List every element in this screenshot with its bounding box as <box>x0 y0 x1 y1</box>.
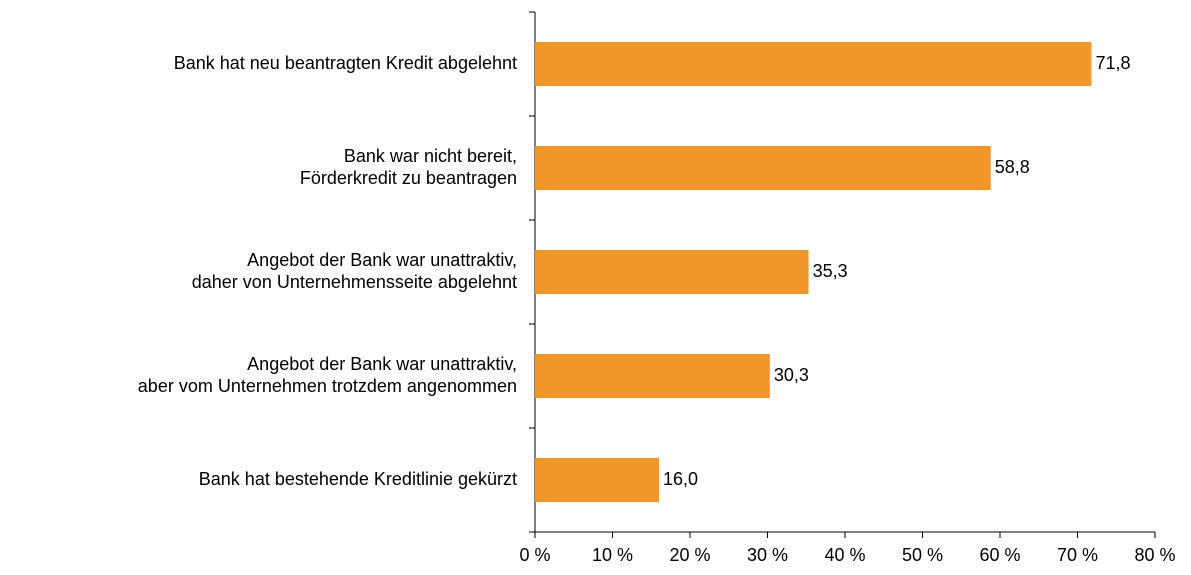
bar <box>535 146 991 190</box>
y-tick-label: Bank hat neu beantragten Kredit abgelehn… <box>174 53 517 73</box>
value-label: 58,8 <box>995 157 1030 177</box>
y-tick-label: Angebot der Bank war unattraktiv, <box>247 354 517 374</box>
x-tick-label: 30 % <box>747 545 788 565</box>
x-tick-label: 0 % <box>519 545 550 565</box>
x-tick-label: 20 % <box>669 545 710 565</box>
bar <box>535 354 770 398</box>
y-tick-label: Bank hat bestehende Kreditlinie gekürzt <box>199 469 517 489</box>
x-tick-label: 60 % <box>979 545 1020 565</box>
y-tick-label: daher von Unternehmensseite abgelehnt <box>192 272 517 292</box>
y-tick-label: aber vom Unternehmen trotzdem angenommen <box>138 376 517 396</box>
value-label: 35,3 <box>813 261 848 281</box>
y-tick-label: Bank war nicht bereit, <box>344 146 517 166</box>
x-tick-label: 10 % <box>592 545 633 565</box>
x-tick-label: 70 % <box>1057 545 1098 565</box>
x-tick-label: 50 % <box>902 545 943 565</box>
bar <box>535 42 1092 86</box>
x-tick-label: 80 % <box>1134 545 1175 565</box>
bar <box>535 458 659 502</box>
x-tick-label: 40 % <box>824 545 865 565</box>
value-label: 30,3 <box>774 365 809 385</box>
y-tick-label: Angebot der Bank war unattraktiv, <box>247 250 517 270</box>
value-label: 71,8 <box>1095 53 1130 73</box>
value-label: 16,0 <box>663 469 698 489</box>
y-tick-label: Förderkredit zu beantragen <box>300 168 517 188</box>
bar <box>535 250 809 294</box>
